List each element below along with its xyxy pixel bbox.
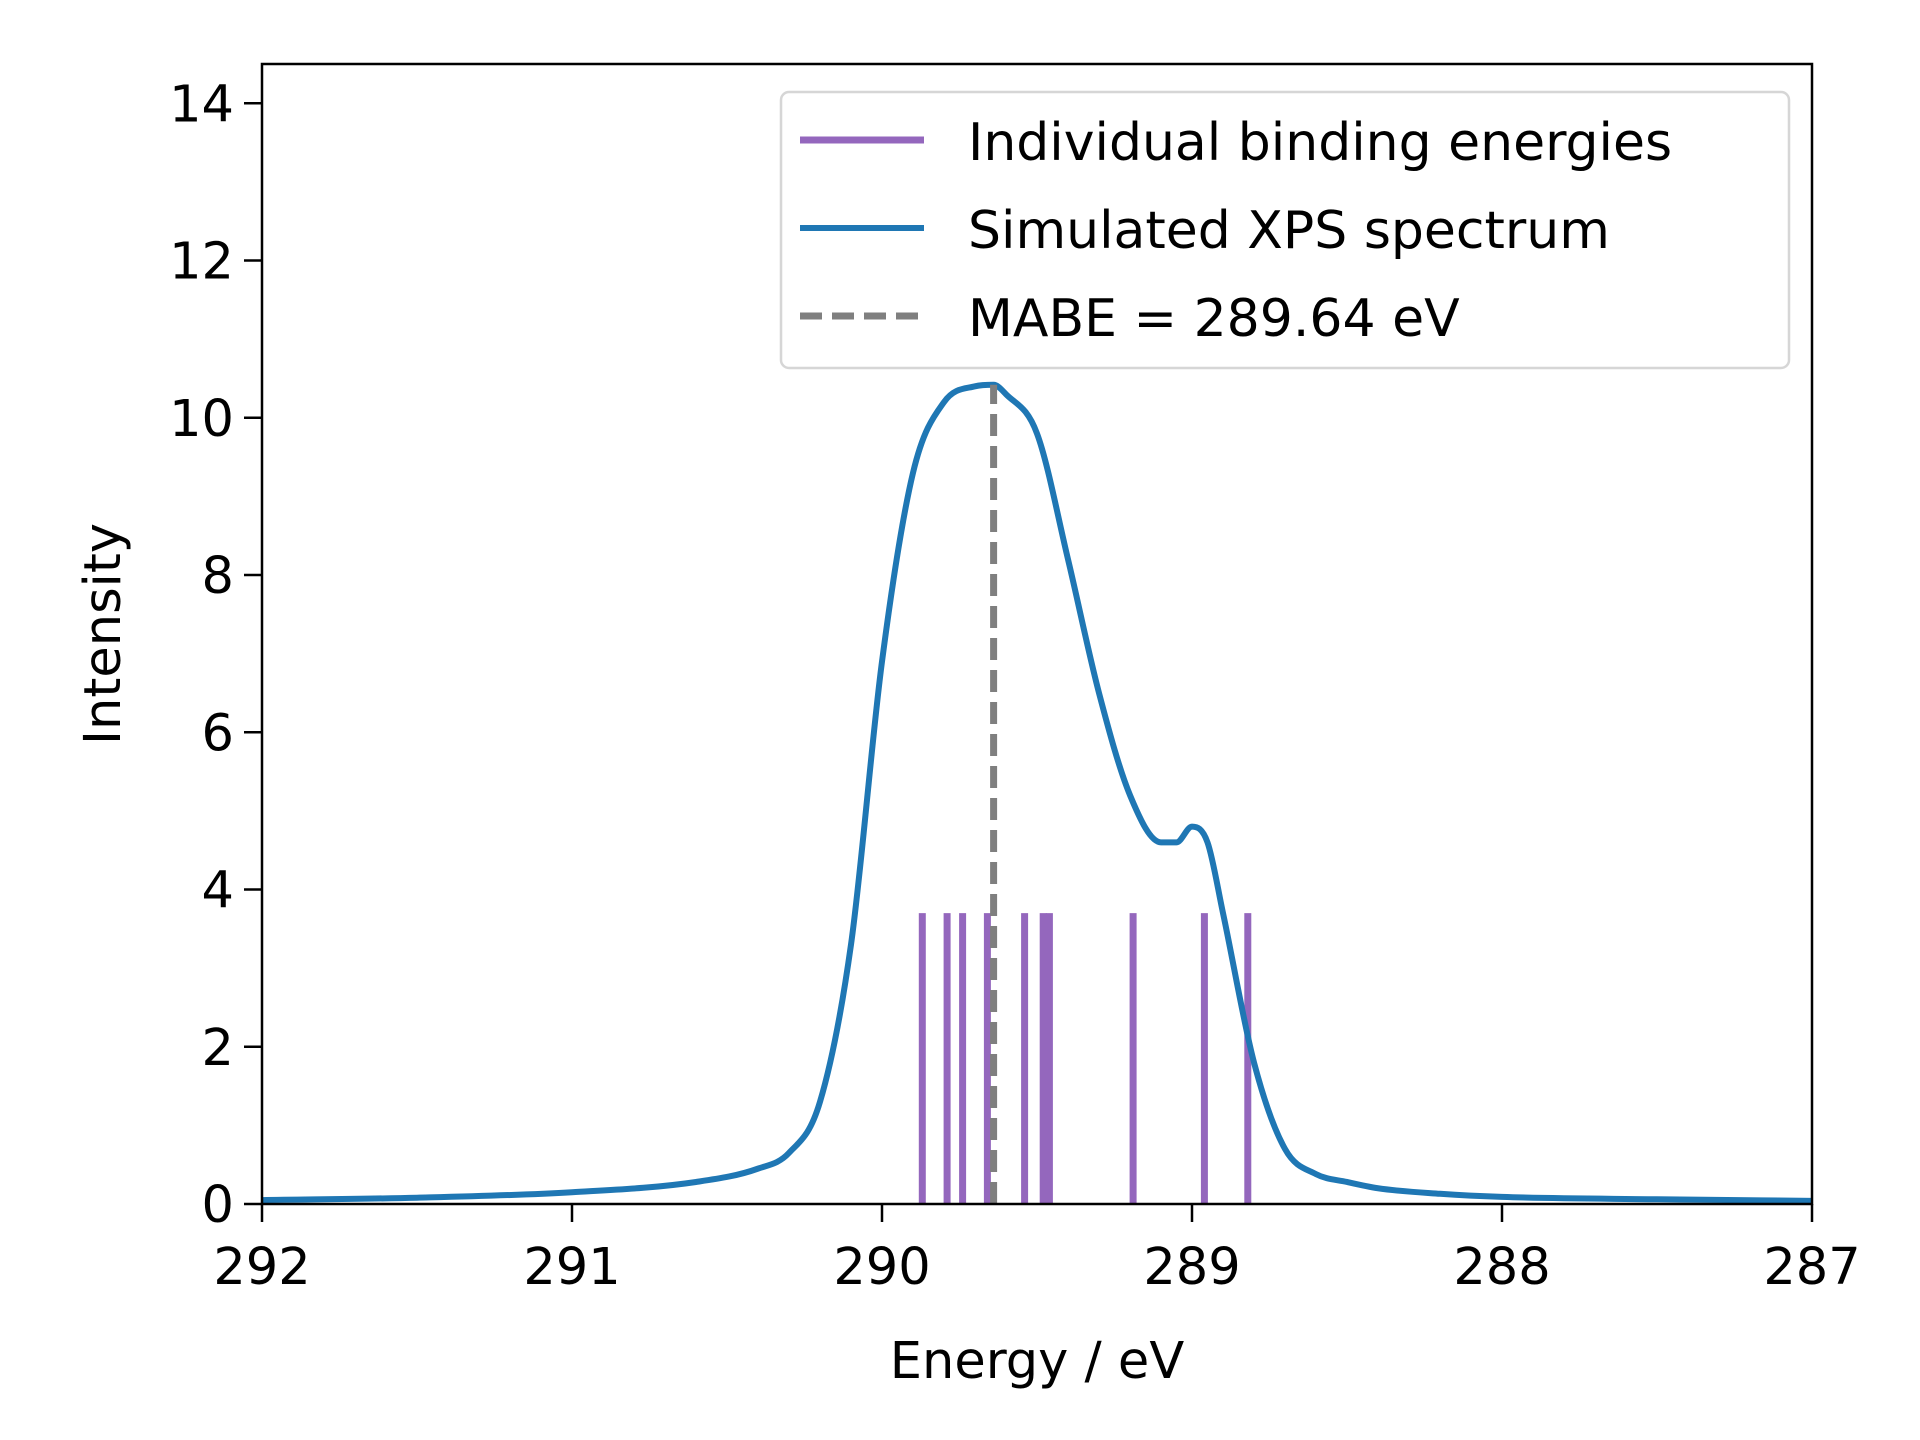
y-tick-label: 12 <box>169 233 234 292</box>
axes-frame <box>260 62 1814 1206</box>
y-tick-label: 8 <box>202 547 234 606</box>
axis-ticks: 292 291 290 289 288 287 0 2 4 6 8 10 12 14 <box>169 75 1861 1297</box>
spectrum-line <box>261 381 1813 1204</box>
y-tick-label: 6 <box>202 704 234 763</box>
plot-area <box>261 381 1813 1204</box>
legend-entry-spectrum: Simulated XPS spectrum <box>968 201 1610 261</box>
x-axis-label: Energy / eV <box>890 1332 1185 1391</box>
x-tick-label: 289 <box>1143 1238 1240 1297</box>
y-axis-label: Intensity <box>74 523 133 745</box>
y-tick-label: 0 <box>202 1176 234 1235</box>
x-tick-label: 290 <box>833 1238 930 1297</box>
legend-entry-binding-energies: Individual binding energies <box>968 113 1672 173</box>
y-tick-label: 2 <box>202 1019 234 1078</box>
x-tick-label: 287 <box>1763 1238 1860 1297</box>
y-tick-label: 4 <box>202 862 234 921</box>
legend-box <box>779 90 1791 370</box>
x-tick-label: 291 <box>523 1238 620 1297</box>
legend-entry-mabe: MABE = 289.64 eV <box>968 289 1460 349</box>
x-tick-label: 288 <box>1453 1238 1550 1297</box>
x-tick-label: 292 <box>213 1238 310 1297</box>
y-tick-label: 14 <box>169 75 234 134</box>
y-tick-label: 10 <box>169 390 234 449</box>
legend: Individual binding energies Simulated XP… <box>779 90 1791 370</box>
